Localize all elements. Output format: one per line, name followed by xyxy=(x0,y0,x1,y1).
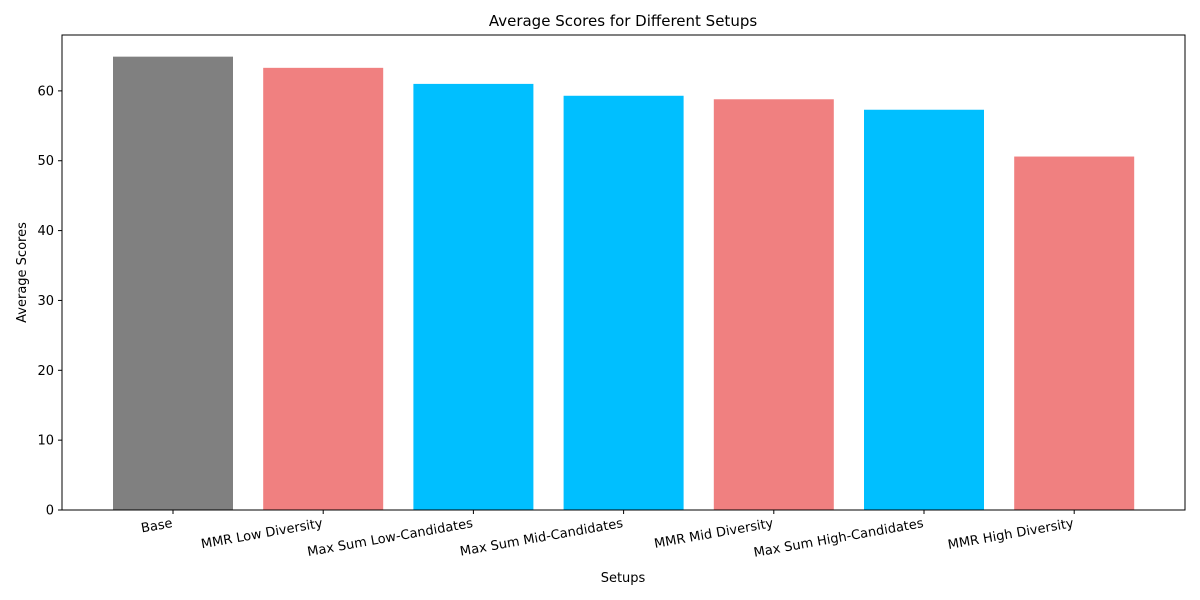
x-axis-title: Setups xyxy=(601,571,646,586)
bar xyxy=(263,67,384,511)
y-tick-label: 30 xyxy=(37,294,54,309)
bar xyxy=(113,56,233,510)
bar xyxy=(1014,156,1135,510)
y-tick-label: 0 xyxy=(46,504,54,519)
x-tick-label: Base xyxy=(140,516,174,536)
y-axis-title: Average Scores xyxy=(15,222,30,323)
y-axis: 0 10 20 30 40 50 60 xyxy=(37,84,62,519)
plot-frame xyxy=(61,34,1186,511)
chart-title: Average Scores for Different Setups xyxy=(489,12,758,30)
y-tick-label: 40 xyxy=(37,224,54,239)
y-tick-label: 50 xyxy=(37,154,54,169)
x-tick-label: Max Sum Low-Candidates xyxy=(306,516,474,560)
bar xyxy=(864,109,984,510)
y-tick-label: 10 xyxy=(37,434,54,449)
x-tick-label: Max Sum High-Candidates xyxy=(753,516,925,561)
plot-bars xyxy=(113,56,1135,511)
x-tick-label: Max Sum Mid-Candidates xyxy=(459,516,625,560)
bar xyxy=(413,83,534,510)
bar xyxy=(713,99,834,510)
x-tick-label: MMR High Diversity xyxy=(947,516,1075,553)
y-tick-label: 60 xyxy=(37,84,54,99)
y-tick-label: 20 xyxy=(37,364,54,379)
bar xyxy=(563,95,684,510)
